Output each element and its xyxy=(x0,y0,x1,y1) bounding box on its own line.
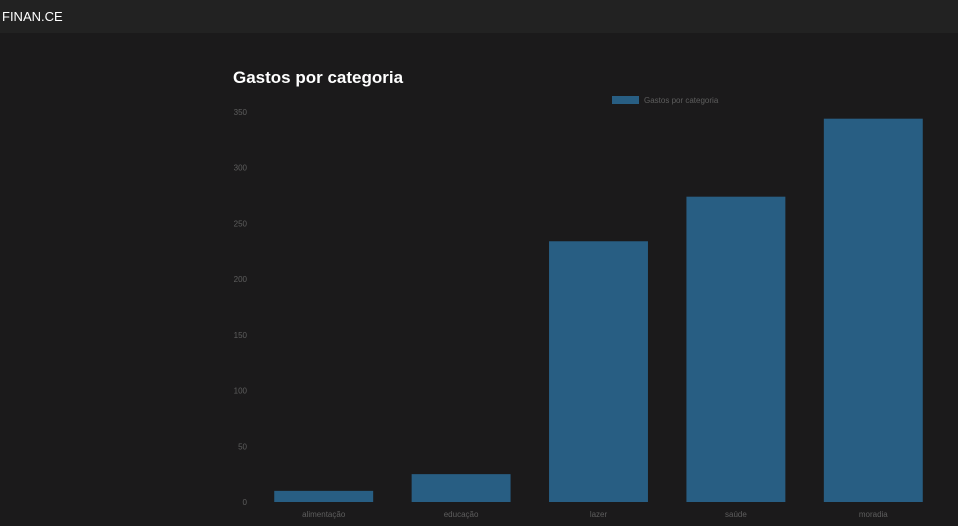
top-navbar: FINAN.CE xyxy=(0,0,958,33)
x-axis: alimentação educação lazer saúde moradia xyxy=(302,510,888,519)
chart-title: Gastos por categoria xyxy=(233,68,404,87)
bars-group xyxy=(274,118,923,502)
y-tick-label: 350 xyxy=(234,108,248,117)
x-tick-label: educação xyxy=(444,510,479,519)
bar-4[interactable] xyxy=(823,118,923,502)
legend-label: Gastos por categoria xyxy=(644,96,719,105)
y-tick-label: 250 xyxy=(234,219,248,228)
chart-legend[interactable]: Gastos por categoria xyxy=(612,96,719,105)
legend-swatch xyxy=(612,96,639,104)
y-tick-label: 200 xyxy=(234,275,248,284)
y-axis: 0 50 100 150 200 250 300 350 xyxy=(234,108,248,507)
bar-2[interactable] xyxy=(549,241,648,502)
bar-3[interactable] xyxy=(686,196,786,502)
bar-1[interactable] xyxy=(411,474,511,502)
x-tick-label: saúde xyxy=(725,510,747,519)
y-tick-label: 0 xyxy=(243,498,248,507)
x-tick-label: moradia xyxy=(859,510,888,519)
y-tick-label: 100 xyxy=(234,387,248,396)
x-tick-label: lazer xyxy=(590,510,608,519)
y-tick-label: 50 xyxy=(238,442,247,451)
bar-0[interactable] xyxy=(274,490,374,502)
y-tick-label: 300 xyxy=(234,164,248,173)
y-tick-label: 150 xyxy=(234,331,248,340)
brand-logo[interactable]: FINAN.CE xyxy=(2,9,63,24)
x-tick-label: alimentação xyxy=(302,510,346,519)
